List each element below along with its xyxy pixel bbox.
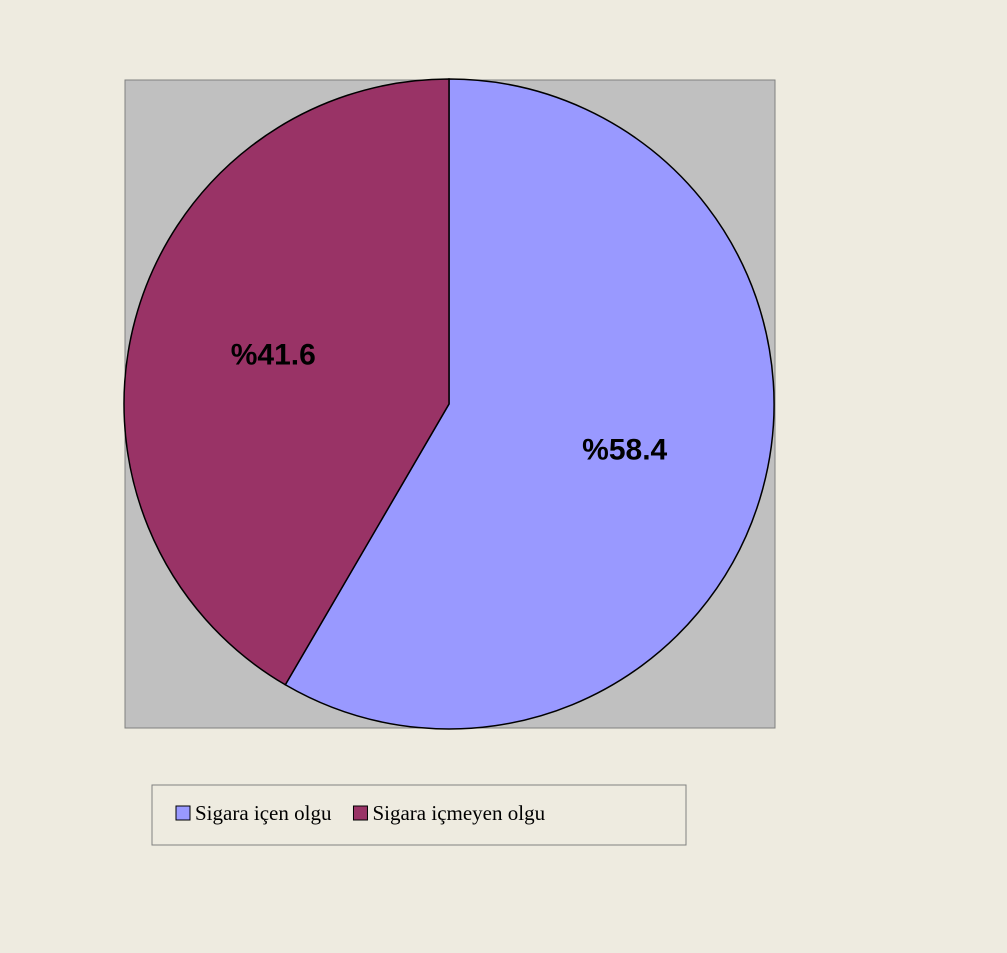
legend [151,784,687,846]
data-label: %58.4 [582,433,667,466]
legend-swatch [175,805,191,821]
pie-slice [284,78,775,730]
data-label: %41.6 [231,338,316,371]
legend-label: Sigara içen olgu [195,801,332,825]
legend-label: Sigara içmeyen olgu [372,801,545,825]
legend-swatch [352,805,368,821]
pie-slice [123,78,450,686]
